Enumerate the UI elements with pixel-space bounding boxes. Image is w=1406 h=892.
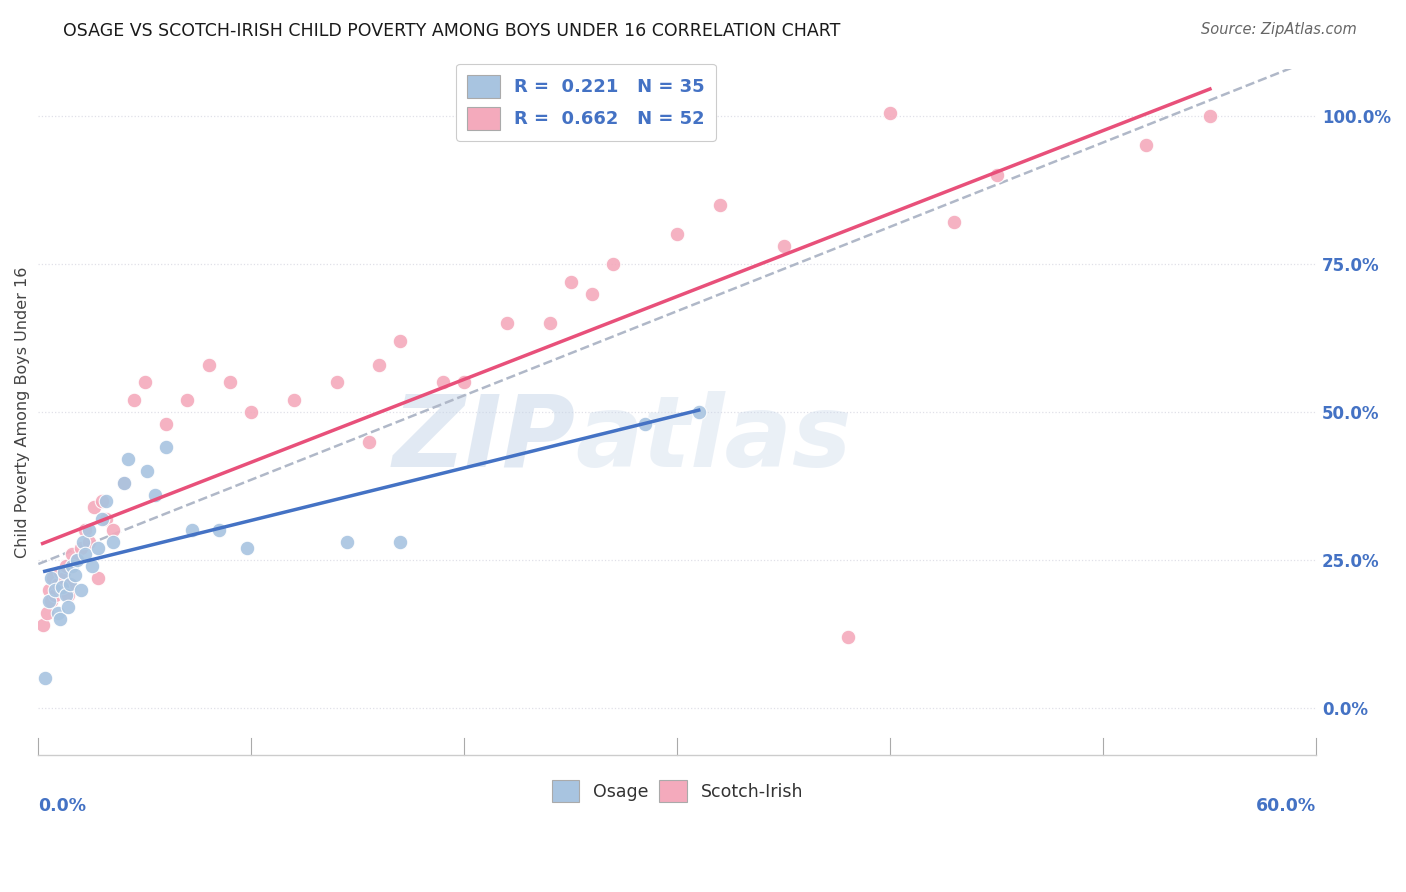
Point [59, 576, 82, 591]
Text: atlas: atlas [575, 391, 852, 488]
Point [35, 606, 58, 620]
Point [943, 215, 966, 229]
Point [1135, 138, 1157, 153]
Point [357, 434, 380, 449]
Text: 0.0%: 0.0% [38, 797, 86, 814]
Point [389, 535, 412, 549]
Point [145, 488, 167, 502]
Point [986, 168, 1008, 182]
Point [666, 227, 689, 242]
Point [75, 547, 97, 561]
Point [44, 582, 66, 597]
Point [197, 358, 219, 372]
Point [66, 553, 89, 567]
Point [38, 594, 60, 608]
Point [325, 376, 347, 390]
Point [879, 106, 901, 120]
Point [134, 376, 156, 390]
Point [1199, 109, 1222, 123]
Point [39, 594, 62, 608]
Point [112, 475, 135, 490]
Point [75, 524, 97, 538]
Point [368, 358, 391, 372]
Point [72, 535, 94, 549]
Point [62, 547, 84, 561]
Point [136, 464, 159, 478]
Point [389, 334, 412, 348]
Point [837, 630, 859, 644]
Point [538, 316, 561, 330]
Point [176, 393, 198, 408]
Point [208, 524, 231, 538]
Point [117, 452, 139, 467]
Point [219, 376, 242, 390]
Point [101, 524, 124, 538]
Point [38, 582, 60, 597]
Point [283, 393, 305, 408]
Point [773, 239, 796, 253]
Point [55, 589, 77, 603]
Point [96, 511, 118, 525]
Point [96, 493, 118, 508]
Point [155, 441, 177, 455]
Point [112, 475, 135, 490]
Y-axis label: Child Poverty Among Boys Under 16: Child Poverty Among Boys Under 16 [15, 266, 30, 558]
Point [44, 589, 66, 603]
Point [63, 567, 86, 582]
Point [453, 376, 475, 390]
Point [496, 316, 519, 330]
Point [56, 589, 79, 603]
Point [709, 197, 731, 211]
Point [46, 576, 69, 591]
Point [46, 606, 69, 620]
Point [87, 571, 110, 585]
Text: 60.0%: 60.0% [1257, 797, 1316, 814]
Point [62, 558, 84, 573]
Point [240, 405, 263, 419]
Point [336, 535, 359, 549]
Point [59, 576, 82, 591]
Point [51, 580, 73, 594]
Point [87, 541, 110, 555]
Point [688, 405, 710, 419]
Point [66, 553, 89, 567]
Point [101, 535, 124, 549]
Point [55, 558, 77, 573]
Point [52, 571, 75, 585]
Text: ZIP: ZIP [392, 391, 575, 488]
Point [602, 257, 624, 271]
Point [51, 582, 73, 597]
Point [80, 558, 103, 573]
Point [180, 524, 202, 538]
Point [42, 571, 65, 585]
Point [56, 600, 79, 615]
Point [79, 524, 101, 538]
Point [34, 672, 56, 686]
Point [79, 535, 101, 549]
Point [155, 417, 177, 431]
Point [432, 376, 454, 390]
Point [236, 541, 259, 555]
Text: Source: ZipAtlas.com: Source: ZipAtlas.com [1201, 22, 1357, 37]
Point [91, 511, 114, 525]
Point [48, 565, 70, 579]
Text: OSAGE VS SCOTCH-IRISH CHILD POVERTY AMONG BOYS UNDER 16 CORRELATION CHART: OSAGE VS SCOTCH-IRISH CHILD POVERTY AMON… [63, 22, 841, 40]
Point [122, 393, 145, 408]
Point [52, 565, 75, 579]
Point [581, 286, 603, 301]
Point [83, 500, 105, 514]
Point [39, 571, 62, 585]
Point [634, 417, 657, 431]
Point [70, 582, 93, 597]
Point [91, 493, 114, 508]
Point [31, 618, 53, 632]
Point [70, 541, 93, 555]
Point [560, 275, 582, 289]
Legend: Osage, Scotch-Irish: Osage, Scotch-Irish [544, 773, 810, 808]
Point [48, 612, 70, 626]
